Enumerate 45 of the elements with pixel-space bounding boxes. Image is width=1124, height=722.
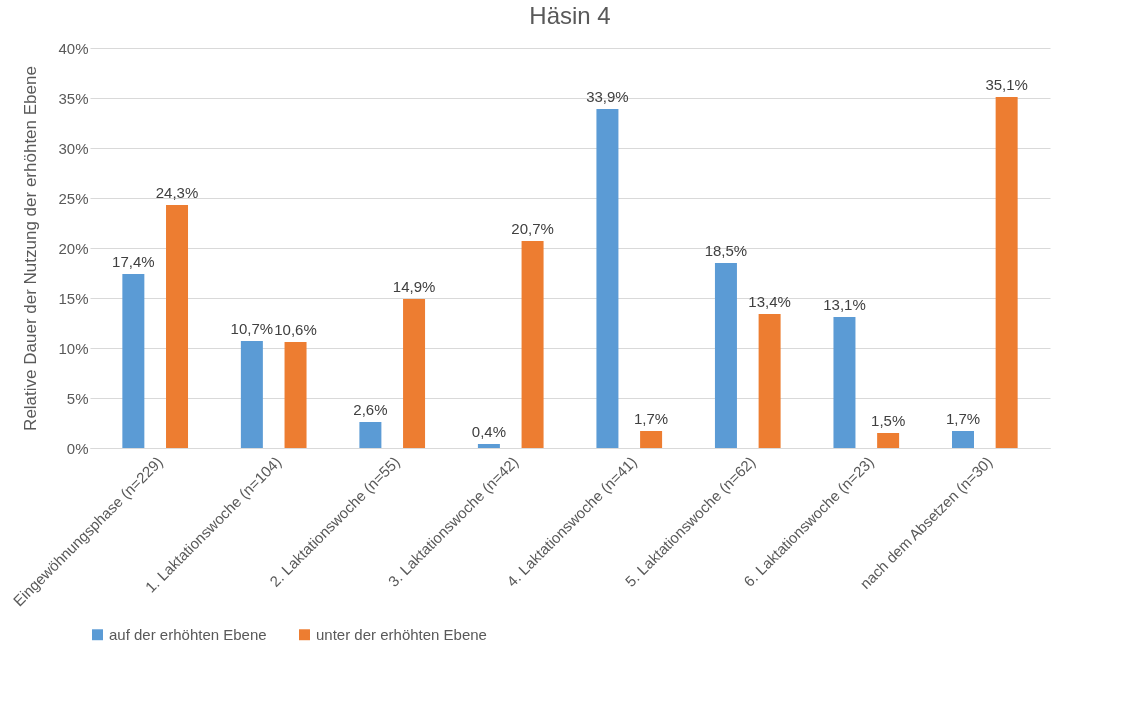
y-tick-label: 5% (66, 389, 89, 407)
bar (995, 97, 1018, 448)
data-label: 14,9% (392, 278, 436, 295)
y-tick-label: 25% (58, 189, 89, 207)
data-label: 24,3% (155, 184, 199, 201)
bar (877, 433, 900, 448)
y-tick-label: 35% (58, 89, 89, 107)
bar (359, 422, 382, 448)
y-tick-label: 20% (58, 239, 89, 257)
y-axis-title: Relative Dauer der Nutzung der erhöhten Ebene (21, 66, 41, 431)
bar (166, 205, 189, 448)
legend-label: unter der erhöhten Ebene (316, 625, 487, 643)
data-label: 1,7% (945, 410, 981, 427)
data-label: 0,4% (471, 423, 507, 440)
data-label: 20,7% (511, 220, 554, 237)
y-tick-label: 40% (58, 39, 89, 57)
data-label: 35,1% (985, 76, 1028, 93)
bar (596, 109, 619, 448)
data-label: 17,4% (112, 253, 155, 270)
data-label: 1,5% (871, 412, 906, 429)
bar (403, 299, 426, 448)
data-label: 18,5% (704, 242, 748, 259)
bar (758, 314, 781, 448)
bar (122, 274, 145, 448)
bar (521, 241, 544, 448)
bar (477, 444, 500, 448)
data-label: 13,4% (748, 293, 791, 310)
y-tick-label: 15% (58, 289, 89, 307)
data-label: 10,7% (230, 320, 274, 337)
bar (240, 341, 263, 448)
bar (833, 317, 856, 448)
bar (640, 431, 663, 448)
y-tick-label: 30% (58, 139, 89, 157)
data-label: 2,6% (353, 401, 388, 418)
data-label: 13,1% (823, 296, 866, 313)
bar (714, 263, 737, 448)
y-tick-label: 0% (66, 439, 89, 457)
legend-label: auf der erhöhten Ebene (109, 625, 267, 643)
data-label: 1,7% (633, 410, 669, 427)
data-label: 33,9% (586, 88, 629, 105)
bar (951, 431, 974, 448)
bar (284, 342, 307, 448)
y-tick-label: 10% (58, 339, 89, 357)
data-label: 10,6% (274, 321, 317, 338)
chart-title: Häsin 4 (529, 2, 611, 29)
